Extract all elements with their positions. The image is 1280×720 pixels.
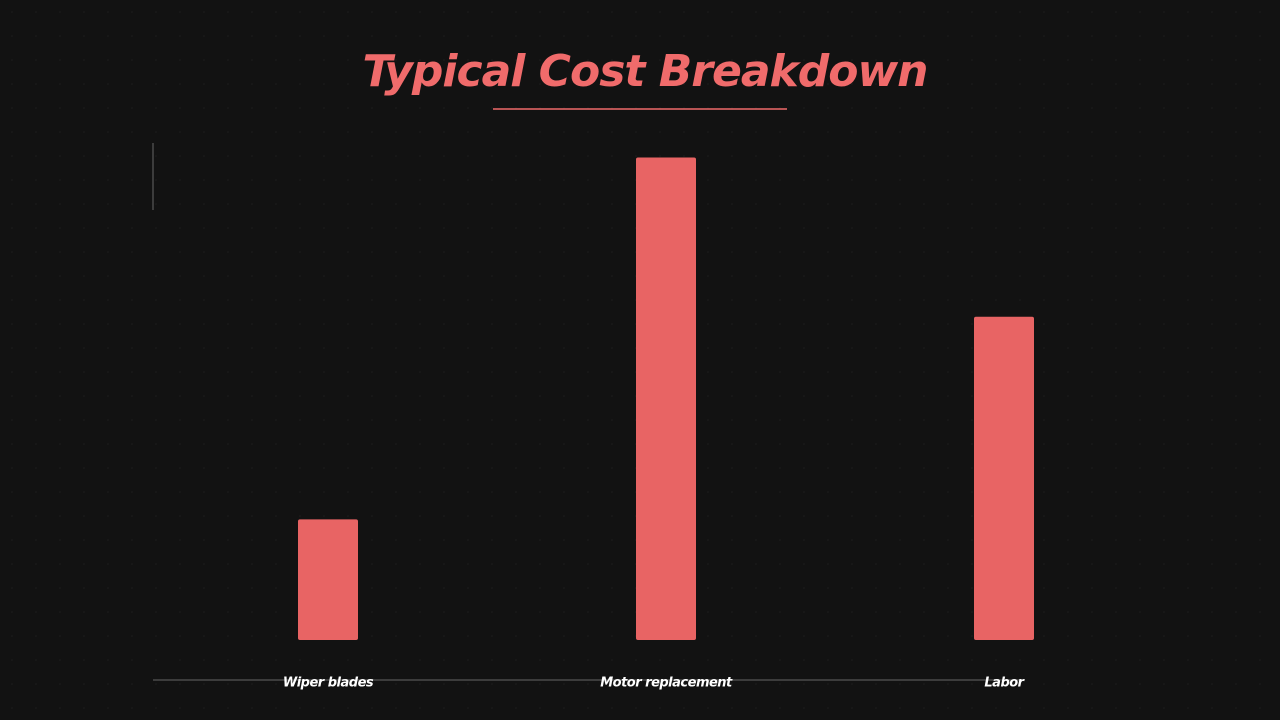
x-tick-label: Wiper blades	[283, 676, 374, 691]
chart-title: Typical Cost Breakdown	[363, 46, 928, 97]
bar	[636, 157, 696, 641]
bar	[298, 519, 358, 640]
x-tick-label: Motor replacement	[600, 676, 733, 691]
x-tick-label: Labor	[984, 676, 1025, 691]
bar	[974, 316, 1034, 640]
